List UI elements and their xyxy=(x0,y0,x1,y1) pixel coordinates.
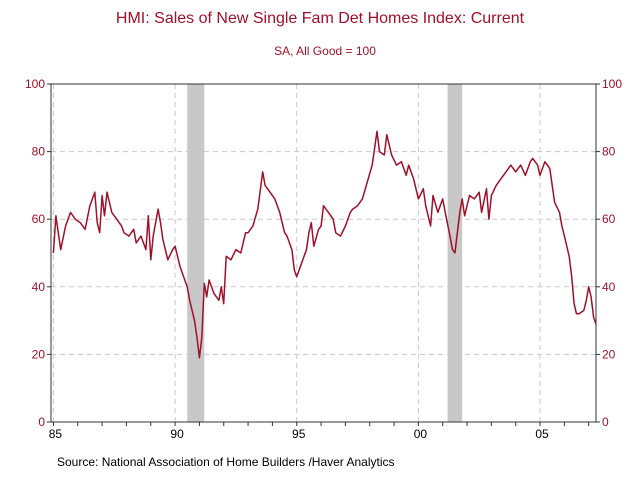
y-tick-label-left: 80 xyxy=(32,145,46,159)
source-note: Source: National Association of Home Bui… xyxy=(57,455,395,469)
x-tick-label: 85 xyxy=(49,427,63,441)
y-tick-label-right: 100 xyxy=(602,77,622,91)
y-tick-label-left: 40 xyxy=(32,280,46,294)
y-tick-label-left: 20 xyxy=(32,347,46,361)
y-tick-label-right: 20 xyxy=(602,347,616,361)
y-tick-label-right: 40 xyxy=(602,280,616,294)
y-tick-label-left: 0 xyxy=(38,415,45,429)
chart-subtitle: SA, All Good = 100 xyxy=(274,44,376,58)
y-tick-label-right: 80 xyxy=(602,145,616,159)
series xyxy=(52,130,597,359)
chart-title: HMI: Sales of New Single Fam Det Homes I… xyxy=(116,10,525,27)
axis-ticks xyxy=(47,83,600,426)
recession-bands xyxy=(187,84,463,422)
series-line-1 xyxy=(52,130,597,359)
plot-frame xyxy=(50,83,597,423)
y-tick-label-right: 0 xyxy=(602,415,609,429)
y-tick-label-right: 60 xyxy=(602,212,616,226)
x-tick-label: 90 xyxy=(170,427,184,441)
gridlines xyxy=(51,84,596,422)
x-tick-label: 00 xyxy=(414,427,428,441)
recession-band-1 xyxy=(187,84,205,422)
x-tick-label: 05 xyxy=(535,427,549,441)
y-tick-label-left: 100 xyxy=(25,77,45,91)
x-tick-label: 95 xyxy=(292,427,306,441)
y-tick-label-left: 60 xyxy=(32,212,46,226)
